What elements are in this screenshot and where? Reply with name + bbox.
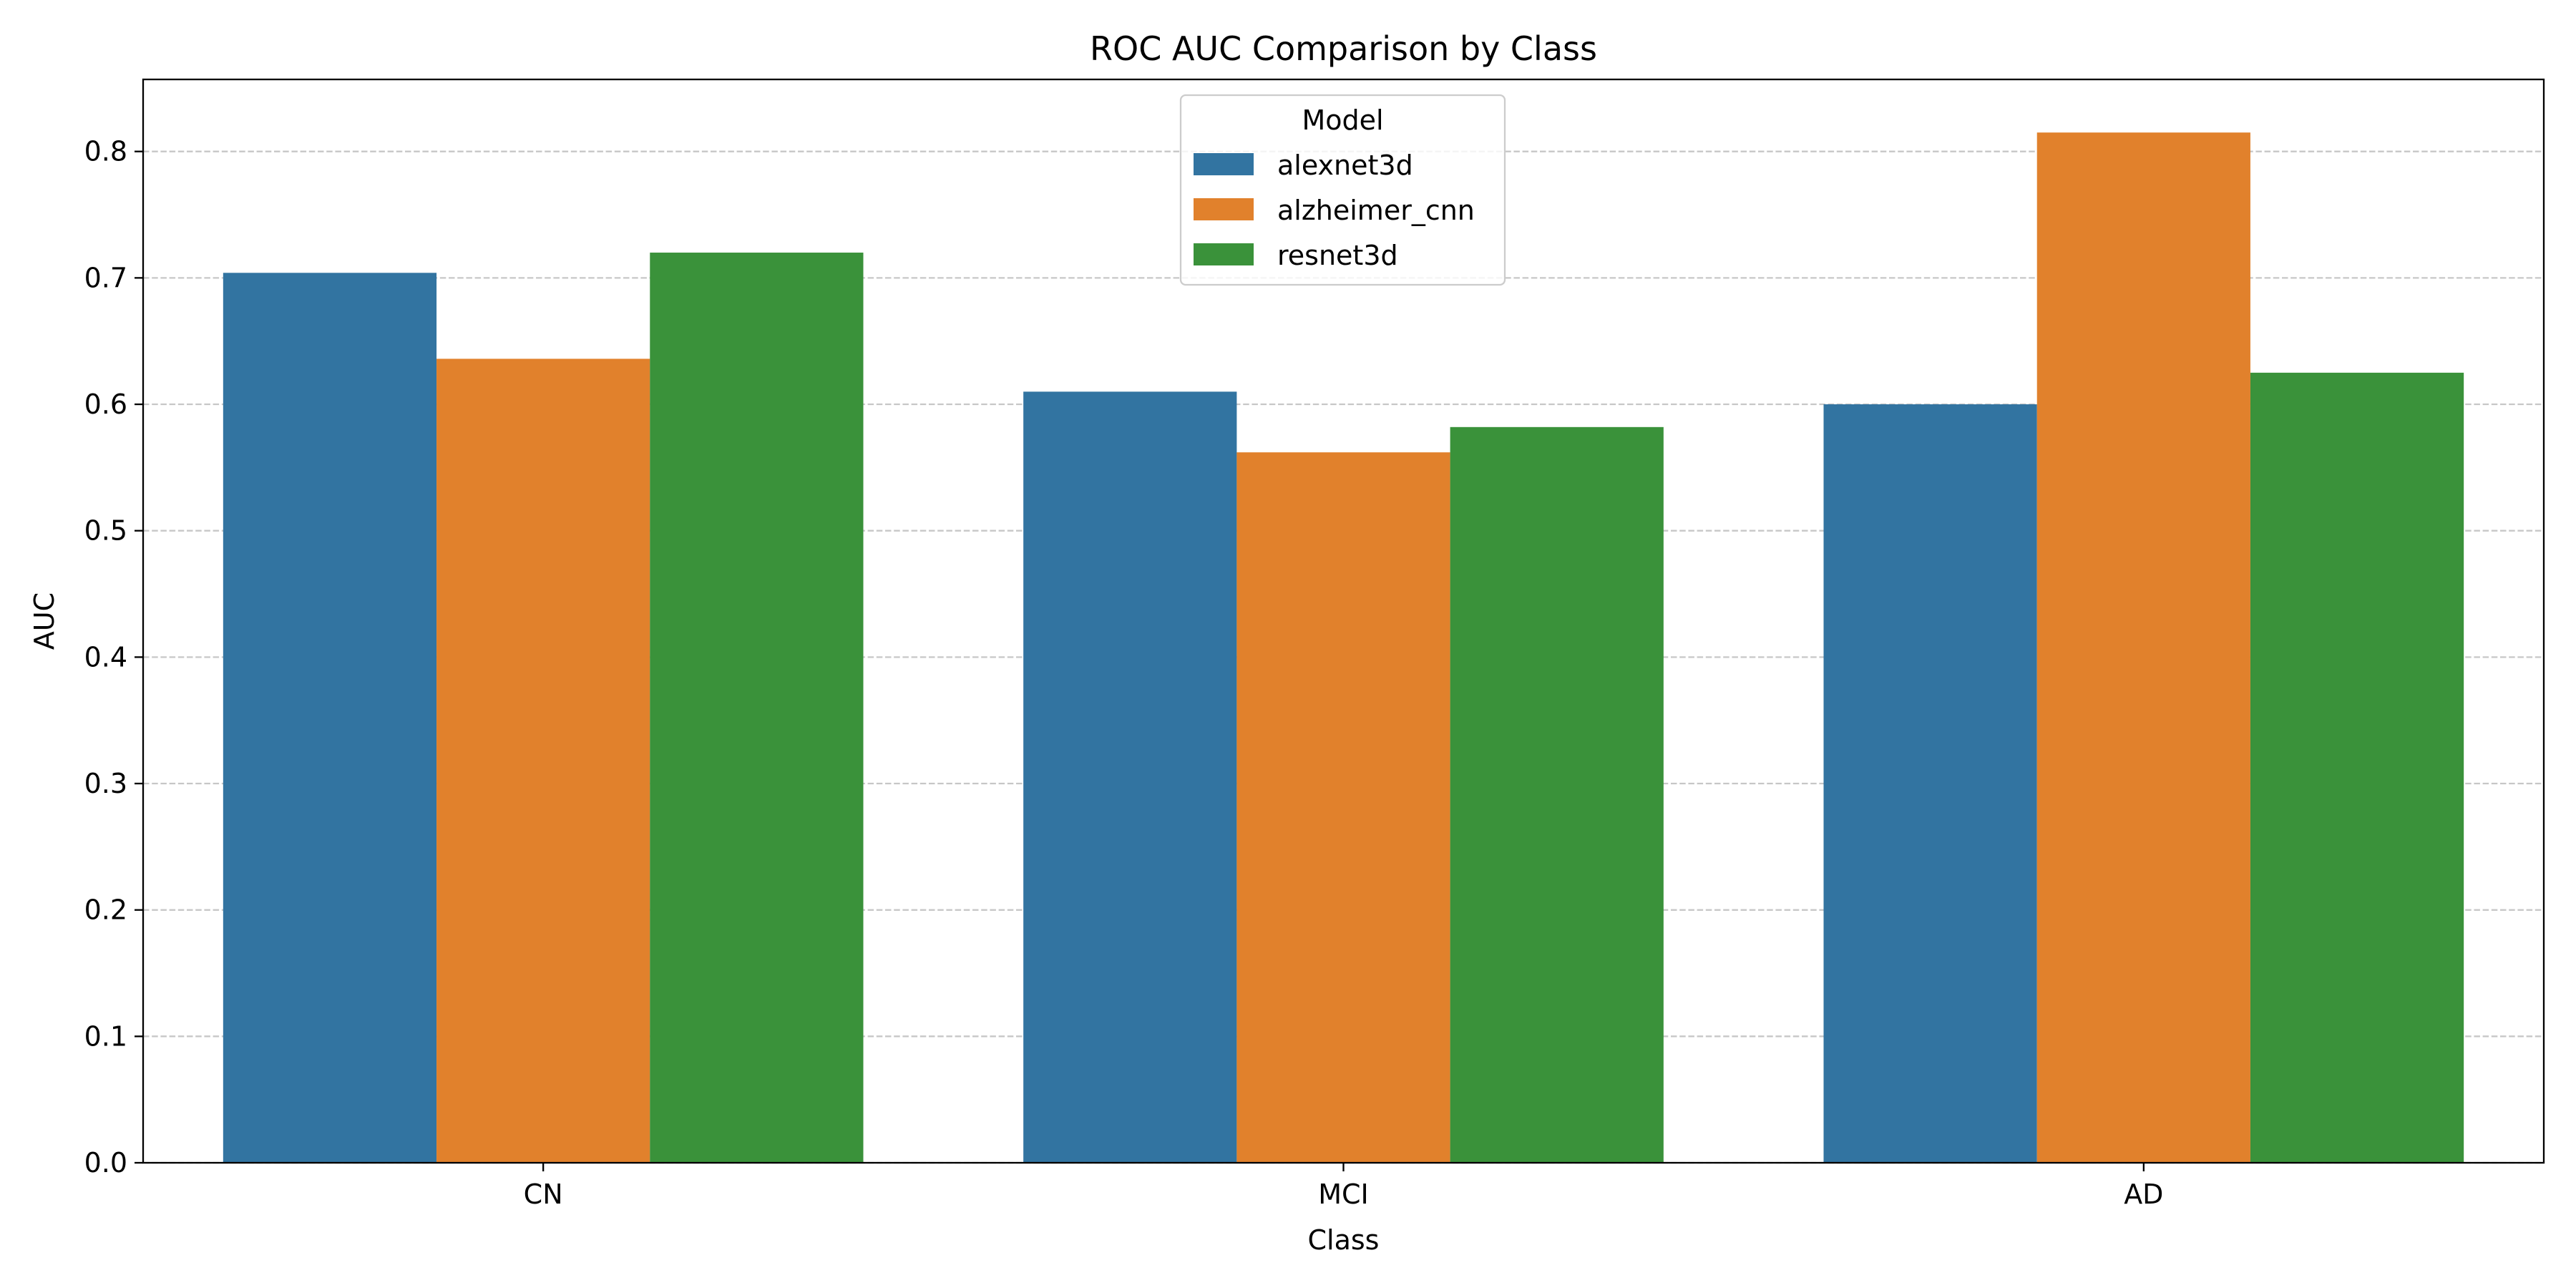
- legend-frame: [1179, 94, 1506, 286]
- axis-ticks: 0.0 0.1 0.2 0.3 0.4 0.5 0.6 0.7 0.8 CN MCI AD: [84, 136, 2164, 1210]
- y-tick-label: 0.6: [84, 389, 127, 420]
- y-tick-label: 0.3: [84, 768, 127, 799]
- bar-alexnet3d-MCI: [1023, 391, 1237, 1163]
- x-tick-label: AD: [2124, 1179, 2163, 1210]
- bar-alexnet3d-AD: [1823, 404, 2037, 1163]
- legend-title: Model: [1302, 104, 1383, 136]
- legend-swatch-alzheimer_cnn: [1194, 198, 1254, 220]
- y-tick-label: 0.5: [84, 515, 127, 547]
- bar-alexnet3d-CN: [223, 273, 437, 1163]
- legend-label-resnet3d: resnet3d: [1277, 240, 1398, 271]
- x-tick-label: CN: [524, 1179, 563, 1210]
- y-tick-label: 0.8: [84, 136, 127, 167]
- y-tick-label: 0.4: [84, 641, 127, 673]
- y-tick-label: 0.7: [84, 262, 127, 293]
- legend-label-alexnet3d: alexnet3d: [1277, 150, 1413, 181]
- legend-label-alzheimer_cnn: alzheimer_cnn: [1277, 195, 1475, 226]
- bar-resnet3d-CN: [650, 253, 864, 1163]
- y-tick-label: 0.2: [84, 894, 127, 926]
- bar-alzheimer_cnn-MCI: [1236, 452, 1450, 1163]
- bar-resnet3d-MCI: [1450, 426, 1664, 1163]
- bar-alzheimer_cnn-AD: [2036, 132, 2250, 1163]
- legend-swatch-alexnet3d: [1194, 153, 1254, 175]
- x-axis-label: Class: [1308, 1224, 1380, 1256]
- legend-swatch-resnet3d: [1194, 243, 1254, 265]
- x-tick-label: MCI: [1318, 1179, 1369, 1210]
- bar-resnet3d-AD: [2250, 372, 2464, 1163]
- legend-entries: alexnet3d alzheimer_cnn resnet3d: [1194, 150, 1475, 271]
- chart-title: ROC AUC Comparison by Class: [1090, 29, 1597, 68]
- legend: Model alexnet3d alzheimer_cnn resnet3d: [1179, 94, 1506, 286]
- y-tick-label: 0.1: [84, 1020, 127, 1052]
- bar-alzheimer_cnn-CN: [436, 358, 650, 1163]
- y-axis-label: AUC: [29, 592, 60, 650]
- y-tick-label: 0.0: [84, 1147, 127, 1179]
- bars: [223, 132, 2464, 1163]
